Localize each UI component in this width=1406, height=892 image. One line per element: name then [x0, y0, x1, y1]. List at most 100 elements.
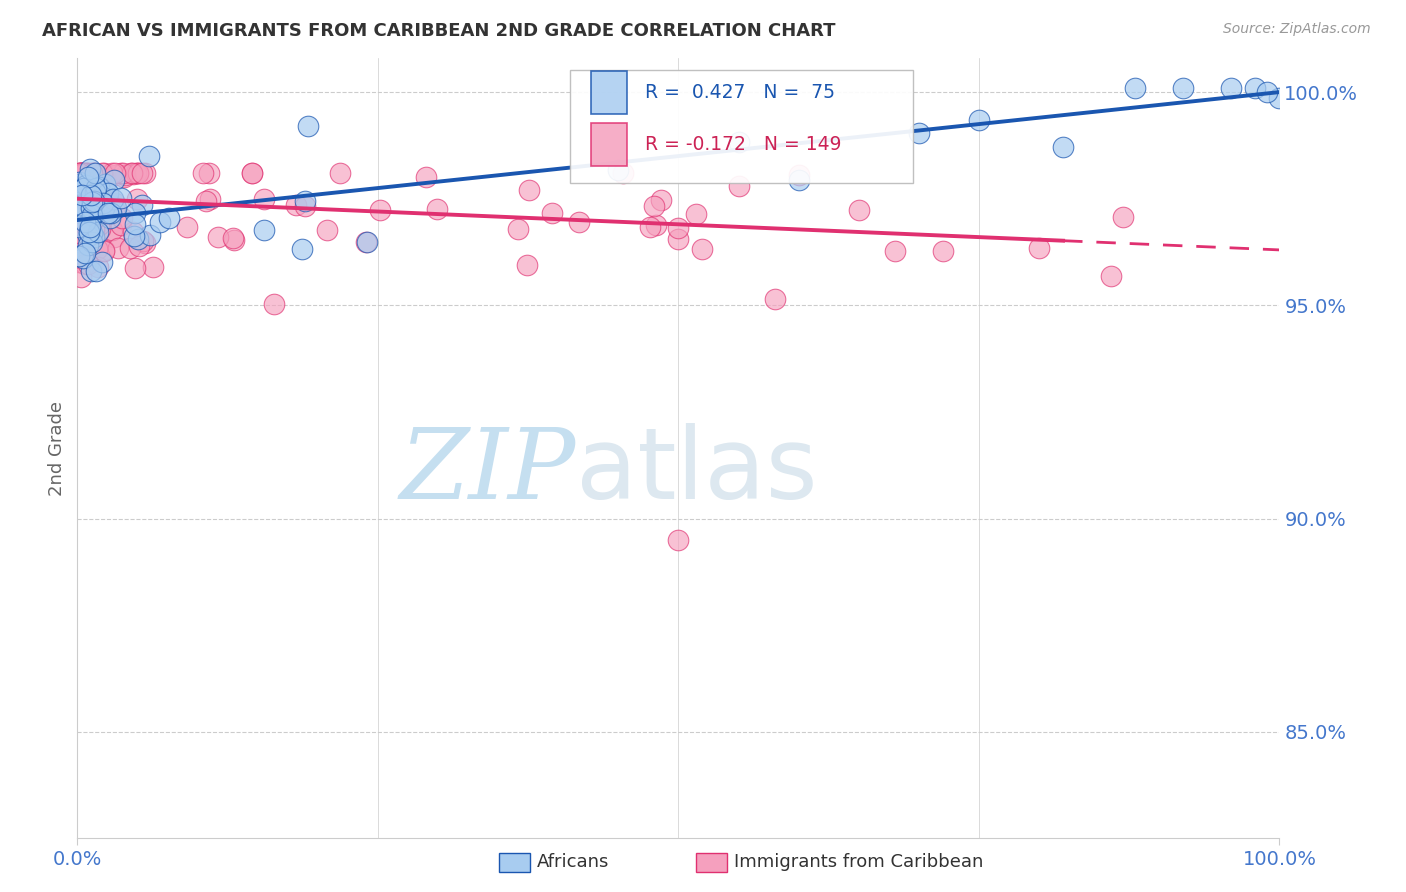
Point — [79, 187, 101, 202]
Point — [72, 166, 94, 180]
Point — [79, 162, 101, 177]
Point — [91, 171, 114, 186]
Point — [83, 212, 105, 227]
Point — [263, 297, 285, 311]
Point — [645, 218, 668, 232]
Point — [67, 255, 90, 269]
Point — [138, 149, 160, 163]
Point — [198, 166, 221, 180]
Point — [127, 232, 149, 246]
Point — [132, 235, 155, 249]
Point — [329, 166, 352, 180]
Point — [1173, 80, 1195, 95]
Point — [368, 203, 391, 218]
Text: R =  0.427   N =  75: R = 0.427 N = 75 — [645, 83, 835, 102]
Point — [84, 185, 107, 199]
Text: AFRICAN VS IMMIGRANTS FROM CARIBBEAN 2ND GRADE CORRELATION CHART: AFRICAN VS IMMIGRANTS FROM CARIBBEAN 2ND… — [42, 22, 835, 40]
Point — [107, 241, 129, 255]
Point — [111, 211, 134, 226]
Point — [73, 186, 96, 200]
Point — [101, 166, 124, 180]
Point — [77, 169, 100, 184]
Point — [316, 223, 339, 237]
Text: atlas: atlas — [576, 423, 818, 520]
Point — [76, 257, 98, 271]
Point — [70, 166, 93, 180]
Point — [176, 219, 198, 234]
Point — [650, 194, 672, 208]
Point — [668, 232, 690, 246]
Point — [70, 166, 93, 180]
Point — [668, 533, 690, 547]
Text: ZIP: ZIP — [399, 424, 576, 519]
Point — [98, 211, 121, 226]
Point — [118, 241, 141, 255]
Point — [127, 166, 149, 180]
Point — [75, 171, 97, 186]
Point — [86, 242, 108, 256]
Point — [80, 235, 103, 249]
Point — [101, 223, 124, 237]
Point — [69, 226, 91, 240]
Point — [76, 237, 98, 252]
Point — [96, 194, 118, 208]
Point — [297, 119, 319, 133]
Point — [104, 168, 127, 182]
Point — [252, 223, 274, 237]
Point — [848, 202, 870, 217]
Point — [67, 166, 90, 180]
Point — [77, 215, 100, 229]
Point — [98, 203, 121, 218]
Point — [72, 203, 94, 218]
Point — [134, 166, 156, 180]
Bar — [591, 70, 627, 113]
Point — [69, 270, 91, 285]
Point — [127, 166, 149, 180]
Point — [91, 166, 114, 180]
Point — [612, 166, 634, 180]
Point — [79, 216, 101, 230]
Point — [87, 176, 110, 190]
Point — [67, 220, 90, 235]
FancyBboxPatch shape — [571, 70, 912, 183]
Point — [79, 176, 101, 190]
Point — [134, 236, 156, 251]
Point — [125, 166, 148, 180]
Point — [80, 175, 103, 189]
Point — [89, 207, 111, 221]
Point — [122, 167, 145, 181]
Point — [1123, 80, 1146, 95]
Point — [73, 215, 96, 229]
Point — [104, 166, 127, 180]
Point — [763, 292, 786, 306]
Point — [79, 220, 101, 235]
Point — [668, 221, 690, 235]
Point — [124, 261, 146, 276]
Point — [415, 169, 437, 184]
Point — [727, 135, 749, 149]
Point — [356, 235, 378, 249]
Point — [128, 238, 150, 252]
Point — [240, 166, 263, 180]
Point — [191, 166, 214, 180]
Point — [103, 202, 125, 216]
Point — [242, 166, 264, 180]
Point — [67, 211, 90, 225]
Point — [67, 174, 90, 188]
Point — [89, 179, 111, 194]
Point — [72, 252, 94, 266]
Point — [93, 244, 115, 258]
Point — [112, 170, 135, 185]
Point — [84, 166, 107, 180]
Point — [125, 193, 148, 207]
Point — [101, 192, 124, 206]
Point — [516, 258, 538, 272]
Point — [104, 196, 127, 211]
Point — [80, 226, 103, 240]
Point — [93, 201, 115, 215]
Point — [67, 194, 90, 208]
Point — [426, 202, 449, 216]
Point — [67, 235, 90, 249]
Text: Immigrants from Caribbean: Immigrants from Caribbean — [734, 853, 983, 871]
Point — [86, 264, 108, 278]
